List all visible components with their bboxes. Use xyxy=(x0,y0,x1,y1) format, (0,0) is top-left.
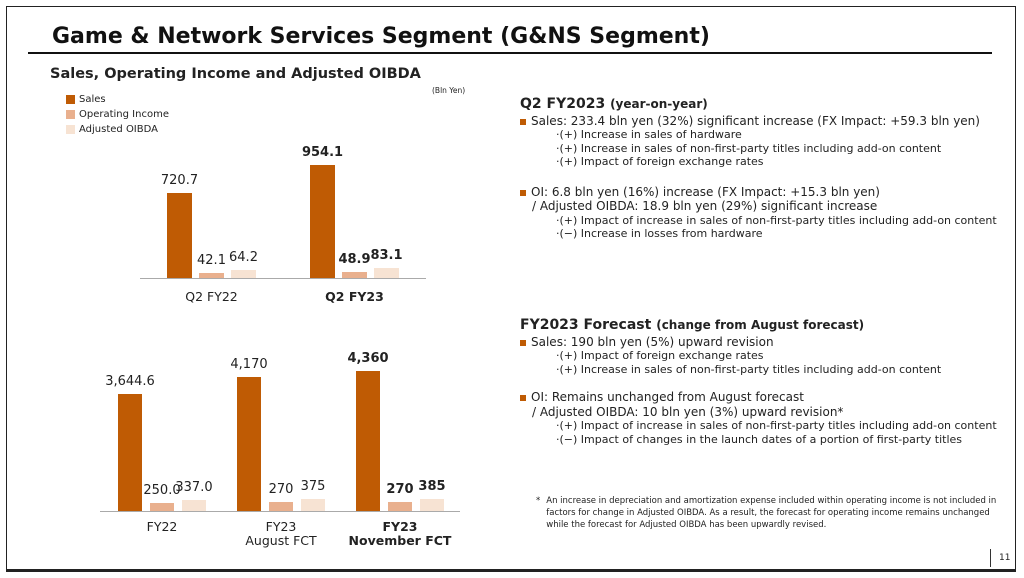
data-label: 375 xyxy=(300,478,326,494)
fct-sales-bullet: Sales: 190 bln yen (5%) upward revision xyxy=(520,335,997,350)
category-label: FY23 August FCT xyxy=(245,519,317,548)
bar-adjusted-oibda xyxy=(374,268,399,278)
legend-label: Sales xyxy=(79,94,106,105)
fct-sales-item: ·(+) Increase in sales of non-first-part… xyxy=(556,362,942,376)
category-label: FY22 xyxy=(146,519,178,534)
forecast-section: FY2023 Forecast (change from August fore… xyxy=(520,318,997,446)
bar-sales xyxy=(310,165,335,278)
chart-legend: Sales Operating Income Adjusted OIBDA xyxy=(66,92,169,137)
legend-label: Operating Income xyxy=(79,109,169,120)
x-axis-line xyxy=(140,278,426,279)
legend-item-sales: Sales xyxy=(66,92,169,107)
data-label: 3,644.6 xyxy=(105,374,155,389)
bullet-icon xyxy=(520,395,526,401)
data-label: 4,170 xyxy=(230,357,268,373)
category-label: Q2 FY23 xyxy=(325,289,384,304)
bar-operating-income xyxy=(150,502,174,511)
bullet-icon xyxy=(520,189,526,196)
q2-oi-item: ·(−) Increase in losses from hardware xyxy=(556,227,763,240)
fct-sales-item: ·(+) Impact of foreign exchange rates xyxy=(556,349,764,362)
title-divider xyxy=(28,52,992,54)
bar-sales xyxy=(356,371,380,511)
category-label: Q2 FY22 xyxy=(185,289,238,304)
data-label: 64.2 xyxy=(229,250,258,266)
q2-sales-item: ·(+) Increase in sales of hardware xyxy=(556,128,742,141)
bullet-icon xyxy=(520,339,526,346)
q2-sales-item: ·(+) Increase in sales of non-first-part… xyxy=(556,141,942,155)
q2-oi-bullet: OI: 6.8 bln yen (16%) increase (FX Impac… xyxy=(520,185,997,200)
fct-oi-item: ·(+) Impact of increase in sales of non-… xyxy=(556,419,997,432)
page-number: 11 xyxy=(990,549,1010,567)
data-label: 48.9 xyxy=(338,252,371,268)
data-label: 83.1 xyxy=(370,248,403,264)
q2-oi-continuation: / Adjusted OIBDA: 18.9 bln yen (29%) sig… xyxy=(532,199,878,213)
data-label: 4,360 xyxy=(347,351,389,367)
legend-item-operating-income: Operating Income xyxy=(66,107,169,122)
bar-operating-income xyxy=(388,502,412,511)
fct-oi-item: ·(−) Impact of changes in the launch dat… xyxy=(556,432,963,446)
legend-swatch xyxy=(66,95,75,104)
bar-operating-income xyxy=(269,502,293,511)
bar-adjusted-oibda xyxy=(420,498,444,511)
data-label: 270 xyxy=(268,482,294,498)
data-label: 385 xyxy=(418,478,446,494)
bar-sales xyxy=(118,394,142,511)
bar-adjusted-oibda xyxy=(301,498,325,511)
data-label: 42.1 xyxy=(197,253,226,269)
legend-item-adjusted-oibda: Adjusted OIBDA xyxy=(66,122,169,137)
q2-sales-item: ·(+) Impact of foreign exchange rates xyxy=(556,155,764,168)
legend-swatch xyxy=(66,125,75,134)
bar-sales xyxy=(167,192,192,278)
category-label: FY23 November FCT xyxy=(348,519,452,548)
bar-sales xyxy=(237,377,261,511)
data-label: 720.7 xyxy=(160,172,199,188)
q2-oi-item: ·(+) Impact of increase in sales of non-… xyxy=(556,213,997,227)
fct-oi-bullet: OI: Remains unchanged from August foreca… xyxy=(520,390,997,405)
bar-adjusted-oibda xyxy=(182,500,206,511)
data-label: 270 xyxy=(386,482,414,498)
bar-operating-income xyxy=(199,273,224,278)
data-label: 954.1 xyxy=(301,145,344,161)
data-label: 250.0 xyxy=(143,482,181,498)
slide-title: Game & Network Services Segment (G&NS Se… xyxy=(52,24,710,49)
x-axis-line xyxy=(100,511,460,512)
unit-label: (Bln Yen) xyxy=(432,86,466,95)
bar-adjusted-oibda xyxy=(231,270,256,278)
forecast-heading: FY2023 Forecast (change from August fore… xyxy=(520,317,865,333)
data-label: 337.0 xyxy=(175,480,213,496)
legend-label: Adjusted OIBDA xyxy=(79,124,158,135)
legend-swatch xyxy=(66,110,75,119)
bullet-icon xyxy=(520,118,526,125)
q2-heading: Q2 FY2023 (year-on-year) xyxy=(520,96,708,112)
fct-oi-continuation: / Adjusted OIBDA: 10 bln yen (3%) upward… xyxy=(532,404,844,419)
q2-sales-bullet: Sales: 233.4 bln yen (32%) significant i… xyxy=(520,114,997,129)
q2-section: Q2 FY2023 (year-on-year) Sales: 233.4 bl… xyxy=(520,97,997,241)
slide-frame xyxy=(6,6,1016,572)
bar-operating-income xyxy=(342,272,367,278)
chart-subtitle: Sales, Operating Income and Adjusted OIB… xyxy=(50,66,421,82)
footnote: * An increase in depreciation and amortiz… xyxy=(536,496,997,530)
